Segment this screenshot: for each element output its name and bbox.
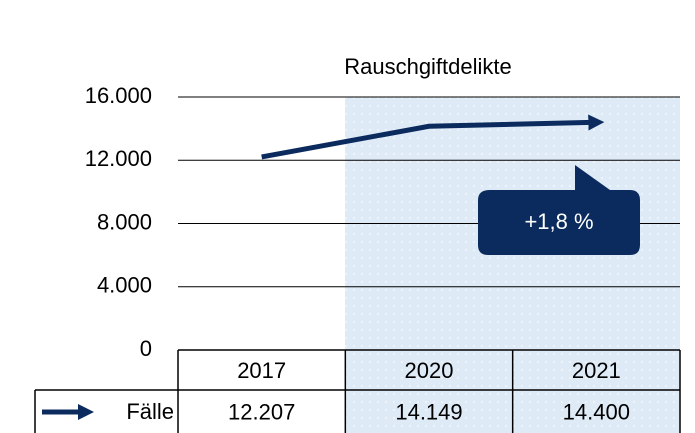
line-series xyxy=(261,114,605,160)
annotation: +1,8 % xyxy=(478,165,640,255)
y-tick-label: 16.000 xyxy=(85,83,152,108)
legend-label: Fälle xyxy=(126,399,174,424)
annotation-box xyxy=(478,165,640,255)
y-tick-label: 12.000 xyxy=(85,146,152,171)
annotation-text: +1,8 % xyxy=(524,209,593,234)
y-tick-label: 0 xyxy=(140,336,152,361)
y-tick-label: 8.000 xyxy=(97,209,152,234)
chart-title: Rauschgiftdelikte xyxy=(344,54,512,79)
x-tick-label: 2020 xyxy=(405,358,454,383)
data-table-value: 14.149 xyxy=(395,399,462,424)
x-tick-label: 2021 xyxy=(572,358,621,383)
data-table-value: 14.400 xyxy=(563,399,630,424)
x-tick-label: 2017 xyxy=(237,358,286,383)
data-table-value: 12.207 xyxy=(228,399,295,424)
y-tick-label: 4.000 xyxy=(97,273,152,298)
